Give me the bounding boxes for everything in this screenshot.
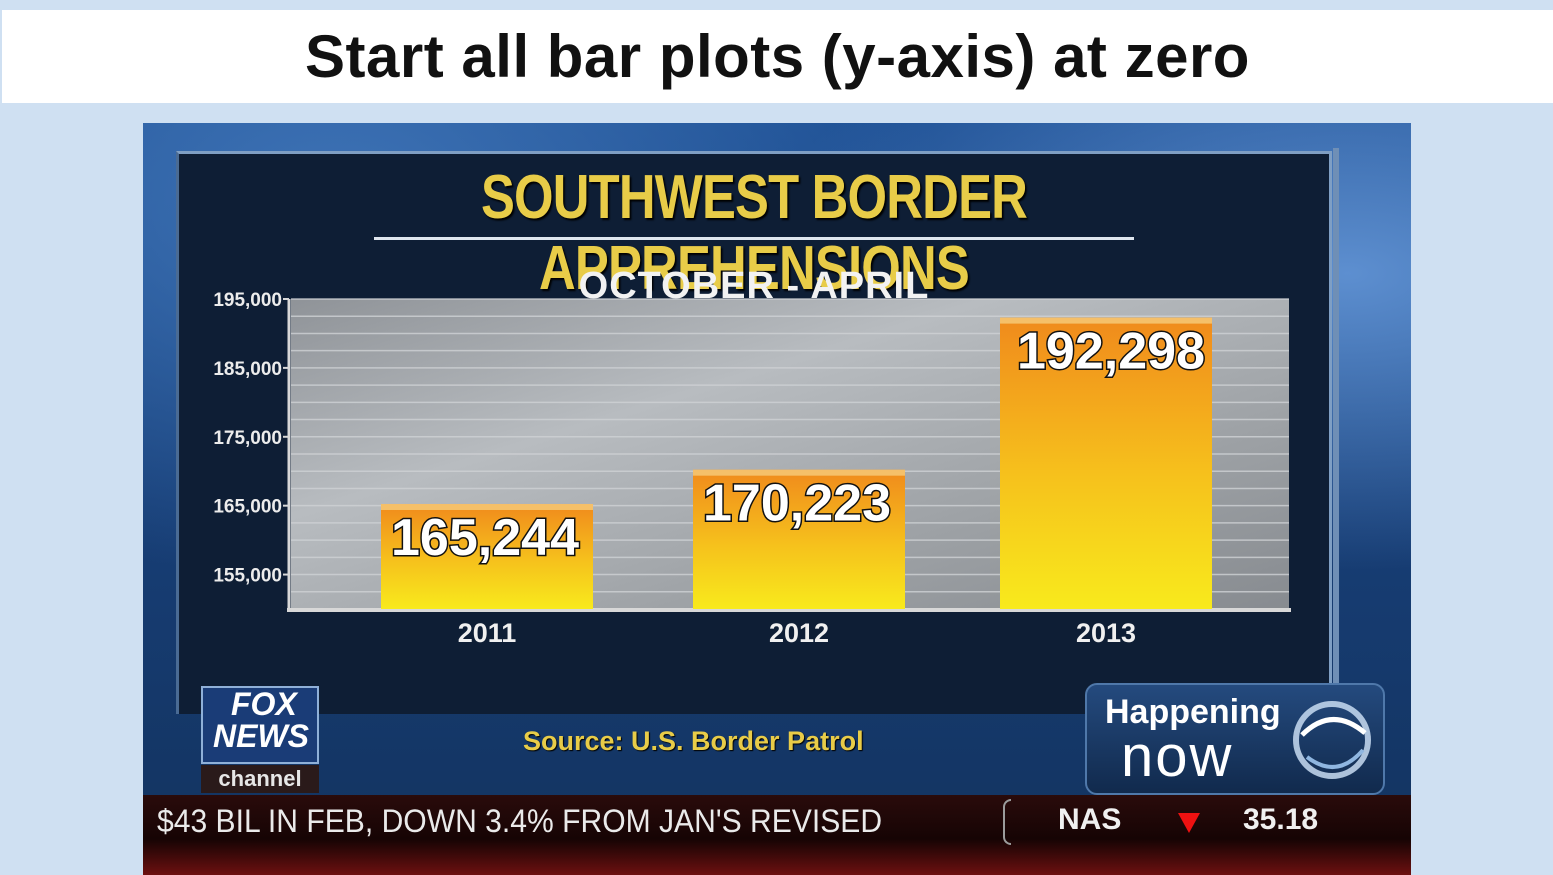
bar-chart: 155,000 165,000 175,000 185,000 195,000 2011… [213,290,1291,648]
ticker-index: NAS [1058,803,1122,836]
value-label: 192,298 [1017,323,1205,381]
badge-line-2: now [1121,724,1234,789]
x-tick-label: 2013 [1076,618,1136,648]
chart-panel: SOUTHWEST BORDER APPREHENSIONS OCTOBER -… [176,151,1332,714]
ticker-divider [1003,799,1011,845]
broadcast-frame: SOUTHWEST BORDER APPREHENSIONS OCTOBER -… [143,123,1411,875]
bar-2012 [693,469,905,609]
badge-line-1: Happening [1105,693,1281,731]
slide-title-bar: Start all bar plots (y-axis) at zero [2,10,1553,103]
x-tick-label: 2012 [769,618,829,648]
y-tick-label: 155,000 [213,566,282,587]
slide-title: Start all bar plots (y-axis) at zero [305,23,1250,90]
logo-line-1: FOX [231,686,297,722]
y-tick-label: 185,000 [213,359,282,380]
bars [381,317,1212,609]
y-tick-label: 175,000 [213,428,282,449]
bar-highlight [1000,317,1212,324]
y-axis-ticks: 155,000 165,000 175,000 185,000 195,000 [213,290,289,587]
logo-box: FOX NEWS [201,686,319,764]
bar-2011 [381,503,593,609]
panel-edge [1333,148,1339,711]
x-axis-ticks: 2011 2012 2013 [458,618,1136,648]
y-tick-label: 165,000 [213,497,282,518]
value-labels: 165,244 170,223 192,298 [390,321,1207,568]
happening-now-badge: Happening now [1085,683,1385,795]
bar-highlight [693,469,905,476]
news-ticker: $43 BIL IN FEB, DOWN 3.4% FROM JAN'S REV… [143,795,1411,875]
ticker-value: 35.18 [1243,803,1319,836]
fox-news-logo: FOX NEWS channel [201,680,321,795]
chart-title: SOUTHWEST BORDER APPREHENSIONS [480,163,1028,303]
x-tick-label: 2011 [458,618,517,648]
title-rule [374,237,1134,240]
globe-icon [1293,701,1371,779]
bar-2013 [1000,317,1212,609]
down-arrow-icon [1178,813,1200,833]
logo-channel: channel [201,765,319,793]
ticker-headline: $43 BIL IN FEB, DOWN 3.4% FROM JAN'S REV… [157,803,883,839]
value-label: 170,223 [703,475,891,533]
slide-top-band [0,0,1553,10]
logo-line-2: NEWS [213,718,309,754]
value-label: 165,244 [391,509,579,567]
source-caption: Source: U.S. Border Patrol [523,726,864,756]
y-tick-label: 195,000 [213,290,282,311]
bar-highlight [381,503,593,510]
